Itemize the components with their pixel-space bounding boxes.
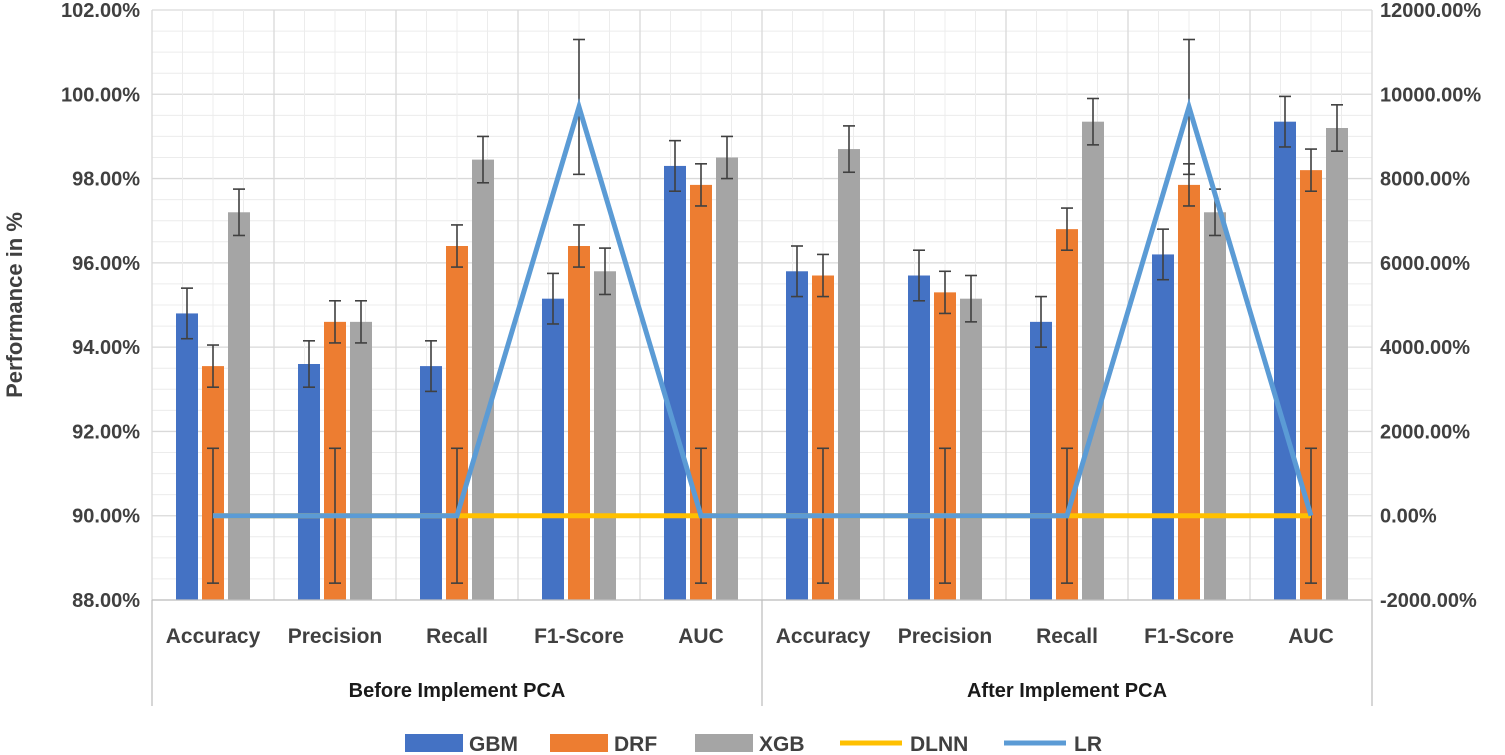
x-tick-label: Accuracy [166,625,261,648]
bar-drf [446,246,468,600]
legend-swatch-gbm [405,734,463,752]
y-tick-label: 88.00% [72,590,140,612]
group-label: After Implement PCA [967,680,1167,702]
bar-gbm [298,364,320,600]
bar-gbm [664,165,686,600]
y-tick-label: 92.00% [72,421,140,443]
x-tick-label: F1-Score [534,625,624,648]
y-axis-title-wrap: Performance in % [2,212,27,398]
bar-gbm [542,298,564,600]
legend-label: DLNN [910,733,968,755]
bar-xgb [1204,212,1226,601]
bar-gbm [420,366,442,600]
bar-drf [568,246,590,600]
legend-label: GBM [469,733,518,755]
y2-tick-label: 0.00% [1380,506,1437,528]
y-axis-title: Performance in % [2,212,27,398]
bar-gbm [176,313,198,600]
bar-gbm [1152,254,1174,600]
line-lr [213,98,1314,519]
bar-xgb [350,321,372,600]
bar-xgb [716,157,738,600]
bar-drf [1178,184,1200,600]
legend-swatch-xgb [695,734,753,752]
x-tick-label: AUC [1288,625,1334,648]
bar-xgb [594,271,616,600]
group-label: Before Implement PCA [349,680,566,702]
axes: 102.00% 100.00% 98.00% 96.00% 94.00% 92.00% 90… [61,0,1481,706]
legend-swatch-drf [550,734,608,752]
y-tick-label: 96.00% [72,253,140,275]
x-tick-label: AUC [678,625,724,648]
bar-gbm [908,275,930,600]
legend: GBM DRF XGB DLNN LR [405,733,1102,755]
bar-xgb [1326,128,1348,600]
bar-xgb [960,298,982,600]
lines [213,98,1314,519]
x-tick-label: Recall [426,625,488,648]
bar-drf [1056,229,1078,600]
x-tick-label: F1-Score [1144,625,1234,648]
y2-tick-label: 2000.00% [1380,421,1470,443]
bar-xgb [472,159,494,600]
bar-drf [812,275,834,600]
bar-drf [934,292,956,600]
bar-xgb [838,149,860,601]
y-tick-label: 100.00% [61,84,140,106]
x-tick-label: Precision [288,625,383,648]
y2-tick-label: 12000.00% [1380,0,1481,22]
legend-label: XGB [759,733,805,755]
bar-xgb [228,212,250,601]
x-tick-label: Recall [1036,625,1098,648]
bar-gbm [786,271,808,600]
bar-xgb [1082,121,1104,600]
y2-tick-label: 4000.00% [1380,337,1470,359]
y2-tick-label: -2000.00% [1380,590,1477,612]
y2-tick-label: 10000.00% [1380,84,1481,106]
y-tick-label: 90.00% [72,506,140,528]
bar-gbm [1030,321,1052,600]
x-tick-label: Precision [898,625,993,648]
legend-label: LR [1074,733,1102,755]
legend-label: DRF [614,733,657,755]
bar-gbm [1274,121,1296,600]
x-tick-label: Accuracy [776,625,871,648]
y2-tick-label: 8000.00% [1380,169,1470,191]
y-tick-label: 102.00% [61,0,140,22]
y-tick-label: 98.00% [72,169,140,191]
y-tick-label: 94.00% [72,337,140,359]
y2-tick-label: 6000.00% [1380,253,1470,275]
